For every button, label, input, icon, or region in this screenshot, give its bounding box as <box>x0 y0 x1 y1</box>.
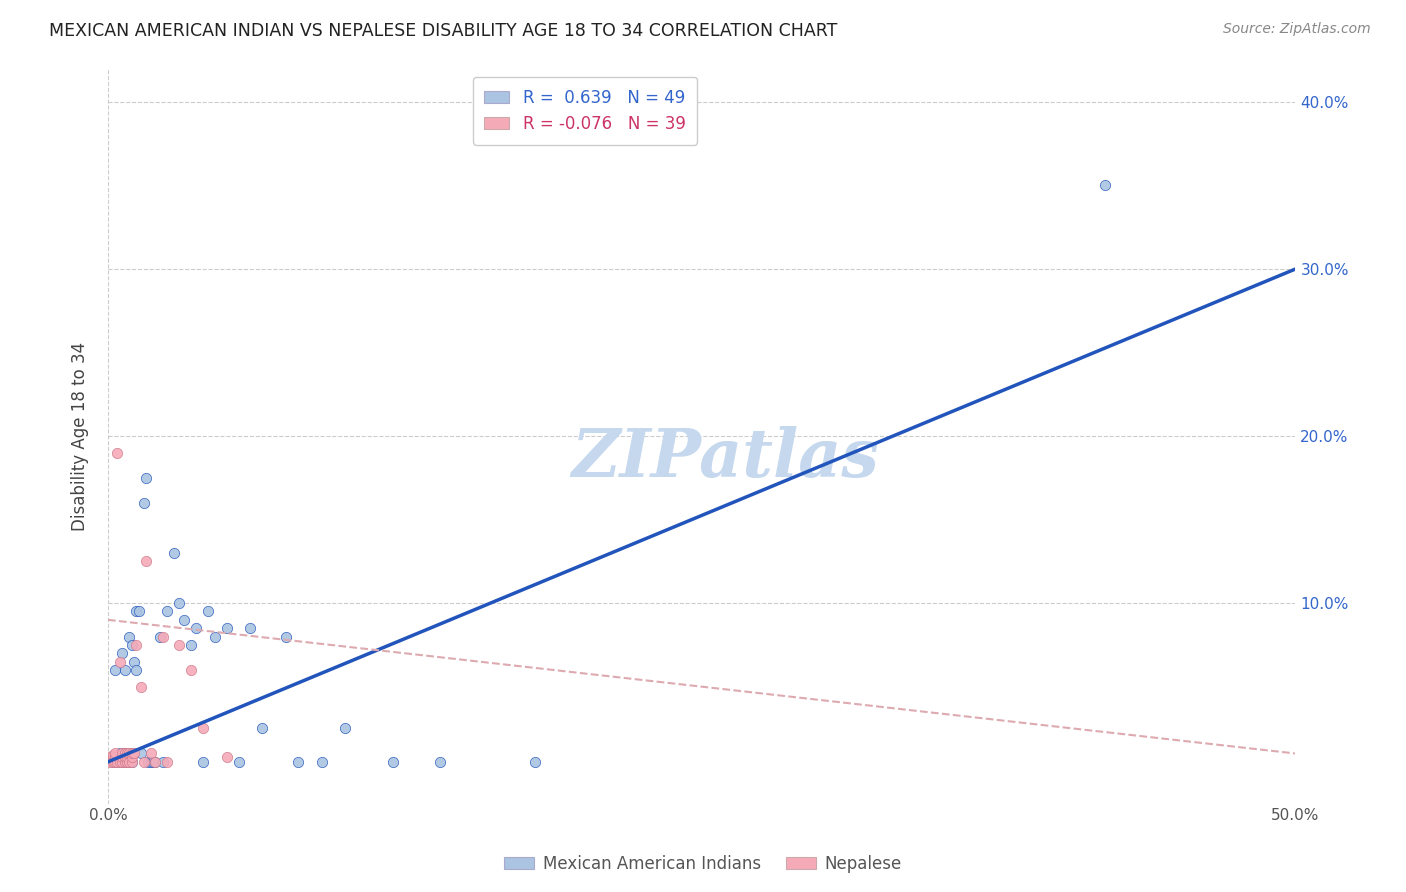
Point <box>163 546 186 560</box>
Point <box>118 747 141 761</box>
Text: MEXICAN AMERICAN INDIAN VS NEPALESE DISABILITY AGE 18 TO 34 CORRELATION CHART: MEXICAN AMERICAN INDIAN VS NEPALESE DISA… <box>49 22 838 40</box>
Point <box>108 655 131 669</box>
Point <box>101 748 124 763</box>
Point <box>142 755 165 769</box>
Point <box>274 630 297 644</box>
Point <box>111 755 134 769</box>
Point <box>121 749 143 764</box>
Point <box>98 755 121 769</box>
Y-axis label: Disability Age 18 to 34: Disability Age 18 to 34 <box>72 342 89 531</box>
Point <box>115 749 138 764</box>
Point <box>138 755 160 769</box>
Point <box>311 755 333 769</box>
Point <box>121 747 143 761</box>
Point <box>152 755 174 769</box>
Point <box>156 605 179 619</box>
Point <box>114 747 136 761</box>
Point <box>139 755 162 769</box>
Point <box>1094 178 1116 193</box>
Point <box>215 749 238 764</box>
Point <box>104 755 127 769</box>
Point <box>191 755 214 769</box>
Point <box>215 621 238 635</box>
Point <box>145 755 167 769</box>
Point <box>118 755 141 769</box>
Point <box>111 646 134 660</box>
Point <box>101 751 124 765</box>
Point <box>180 663 202 677</box>
Point <box>139 747 162 761</box>
Point <box>115 755 138 769</box>
Legend: R =  0.639   N = 49, R = -0.076   N = 39: R = 0.639 N = 49, R = -0.076 N = 39 <box>472 77 697 145</box>
Point <box>149 630 172 644</box>
Point <box>197 605 219 619</box>
Point <box>114 749 136 764</box>
Point <box>122 747 145 761</box>
Text: ZIPatlas: ZIPatlas <box>571 425 879 491</box>
Point <box>101 755 124 769</box>
Point <box>228 755 250 769</box>
Text: Source: ZipAtlas.com: Source: ZipAtlas.com <box>1223 22 1371 37</box>
Point <box>184 621 207 635</box>
Point <box>111 747 134 761</box>
Point <box>180 638 202 652</box>
Point <box>107 755 129 769</box>
Legend: Mexican American Indians, Nepalese: Mexican American Indians, Nepalese <box>498 848 908 880</box>
Point <box>129 747 152 761</box>
Point <box>104 749 127 764</box>
Point <box>335 722 357 736</box>
Point <box>145 755 167 769</box>
Point <box>107 755 129 769</box>
Point <box>121 747 143 761</box>
Point <box>167 638 190 652</box>
Point <box>104 747 127 761</box>
Point <box>121 755 143 769</box>
Point <box>115 755 138 769</box>
Point <box>111 749 134 764</box>
Point <box>167 596 190 610</box>
Point <box>104 749 127 764</box>
Point <box>118 755 141 769</box>
Point <box>121 638 143 652</box>
Point <box>132 755 155 769</box>
Point <box>125 663 148 677</box>
Point <box>524 755 547 769</box>
Point <box>101 755 124 769</box>
Point <box>135 554 157 568</box>
Point <box>104 663 127 677</box>
Point <box>382 755 405 769</box>
Point <box>114 663 136 677</box>
Point <box>122 655 145 669</box>
Point <box>114 755 136 769</box>
Point <box>156 755 179 769</box>
Point <box>129 680 152 694</box>
Point <box>128 605 150 619</box>
Point <box>125 638 148 652</box>
Point <box>173 613 195 627</box>
Point <box>239 621 262 635</box>
Point <box>118 630 141 644</box>
Point <box>108 755 131 769</box>
Point <box>111 755 134 769</box>
Point <box>287 755 309 769</box>
Point <box>132 496 155 510</box>
Point <box>204 630 226 644</box>
Point <box>121 755 143 769</box>
Point <box>114 747 136 761</box>
Point <box>429 755 451 769</box>
Point <box>125 605 148 619</box>
Point <box>107 446 129 460</box>
Point <box>108 747 131 761</box>
Point <box>135 471 157 485</box>
Point <box>191 722 214 736</box>
Point <box>115 747 138 761</box>
Point <box>252 722 274 736</box>
Point <box>152 630 174 644</box>
Point <box>98 749 121 764</box>
